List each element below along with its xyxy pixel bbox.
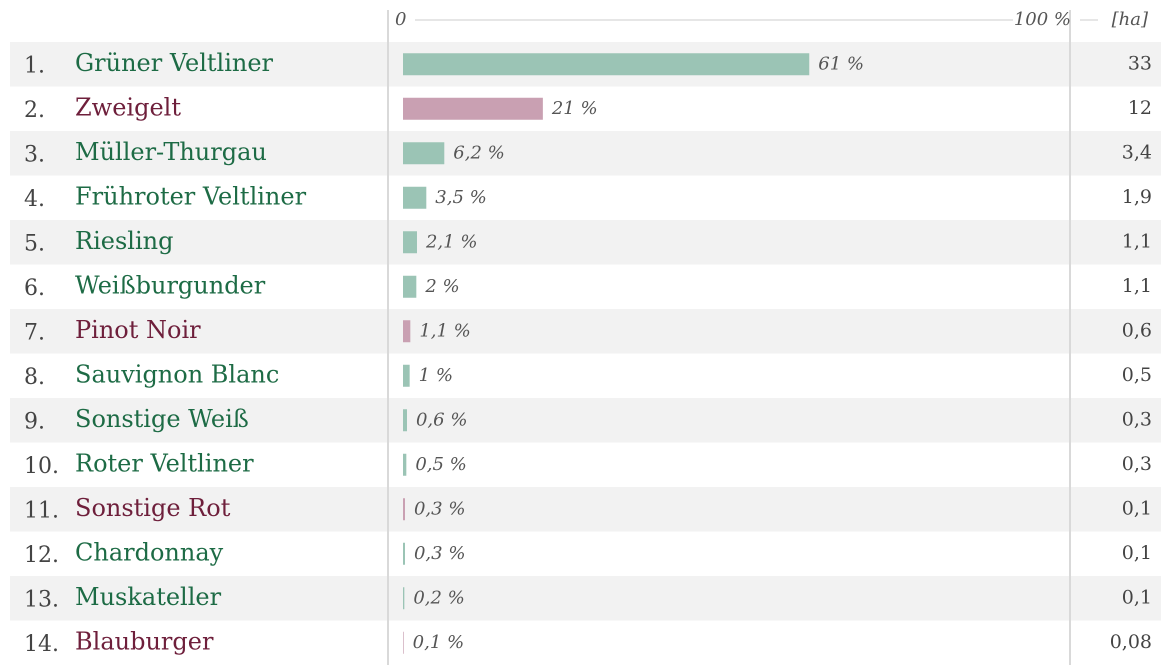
hectare-label: 0,08 — [1110, 631, 1152, 653]
category-label: Grüner Veltliner — [75, 49, 274, 77]
bar — [403, 97, 543, 120]
bar — [403, 631, 404, 654]
category-label: Weißburgunder — [75, 271, 266, 299]
bar-value-label: 21 % — [551, 98, 598, 119]
row-band — [10, 131, 1161, 176]
rank-label: 8. — [24, 365, 45, 390]
bar — [403, 320, 411, 343]
hectare-header: [ha] — [1112, 9, 1149, 30]
x-tick-label: 0 — [395, 9, 406, 30]
hectare-label: 0,5 — [1122, 364, 1152, 386]
bar — [403, 409, 407, 432]
row-band — [10, 309, 1161, 354]
category-label: Blauburger — [75, 627, 214, 655]
rank-label: 3. — [24, 142, 45, 167]
x-tick-label: 100 % — [1014, 9, 1071, 30]
row-band — [10, 398, 1161, 443]
category-label: Pinot Noir — [75, 316, 201, 344]
hectare-label: 12 — [1128, 97, 1152, 119]
bar — [403, 186, 427, 209]
bar-value-label: 6,2 % — [453, 142, 504, 163]
bar — [403, 53, 810, 76]
hectare-label: 0,1 — [1122, 586, 1152, 608]
bar-value-label: 0,3 % — [414, 498, 465, 519]
bar-value-label: 0,3 % — [414, 543, 465, 564]
hectare-label: 0,1 — [1122, 497, 1152, 519]
category-label: Sonstige Rot — [75, 494, 231, 522]
hectare-label: 0,1 — [1122, 542, 1152, 564]
hectare-label: 0,3 — [1122, 408, 1152, 430]
rank-label: 14. — [24, 632, 59, 657]
rank-label: 4. — [24, 187, 45, 212]
category-label: Chardonnay — [75, 538, 224, 566]
rank-label: 10. — [24, 454, 59, 479]
bar-value-label: 0,1 % — [413, 632, 464, 653]
hectare-label: 3,4 — [1122, 141, 1152, 163]
bar-value-label: 61 % — [818, 53, 864, 74]
bar-value-label: 1 % — [419, 365, 453, 386]
bar — [403, 542, 405, 565]
bar-value-label: 0,2 % — [413, 587, 464, 608]
rank-label: 1. — [24, 53, 45, 78]
category-label: Müller-Thurgau — [75, 138, 267, 166]
rank-label: 13. — [24, 587, 59, 612]
bar-value-label: 2 % — [424, 276, 459, 297]
category-label: Sonstige Weiß — [75, 405, 249, 433]
rank-label: 9. — [24, 409, 45, 434]
rank-label: 11. — [24, 498, 59, 523]
category-label: Zweigelt — [75, 93, 181, 121]
row-band — [10, 487, 1161, 532]
hectare-label: 1,1 — [1122, 230, 1152, 252]
rank-label: 5. — [24, 231, 45, 256]
bar-value-label: 2,1 % — [425, 231, 477, 252]
hectare-label: 1,9 — [1122, 186, 1152, 208]
bar — [403, 453, 407, 476]
category-label: Riesling — [75, 227, 173, 255]
category-label: Muskateller — [75, 583, 222, 611]
hectare-label: 1,1 — [1122, 275, 1152, 297]
bar-value-label: 3,5 % — [435, 187, 486, 208]
rank-label: 6. — [24, 276, 45, 301]
bar — [403, 142, 445, 165]
category-label: Roter Veltliner — [75, 449, 254, 477]
rank-label: 12. — [24, 543, 59, 568]
hectare-label: 0,3 — [1122, 453, 1152, 475]
bar — [403, 231, 417, 254]
rank-label: 7. — [24, 320, 45, 345]
bar-value-label: 0,5 % — [415, 454, 466, 475]
category-label: Frühroter Veltliner — [75, 182, 307, 210]
rank-label: 2. — [24, 98, 45, 123]
bar — [403, 498, 405, 521]
row-band — [10, 220, 1161, 265]
row-band — [10, 576, 1161, 621]
hectare-label: 0,6 — [1122, 319, 1152, 341]
hectare-label: 33 — [1128, 52, 1152, 74]
category-label: Sauvignon Blanc — [75, 360, 279, 388]
bar — [403, 587, 405, 610]
row-bands — [10, 42, 1161, 621]
bar-value-label: 0,6 % — [416, 409, 467, 430]
bar — [403, 275, 417, 298]
bar — [403, 364, 410, 387]
bar-value-label: 1,1 % — [419, 320, 470, 341]
